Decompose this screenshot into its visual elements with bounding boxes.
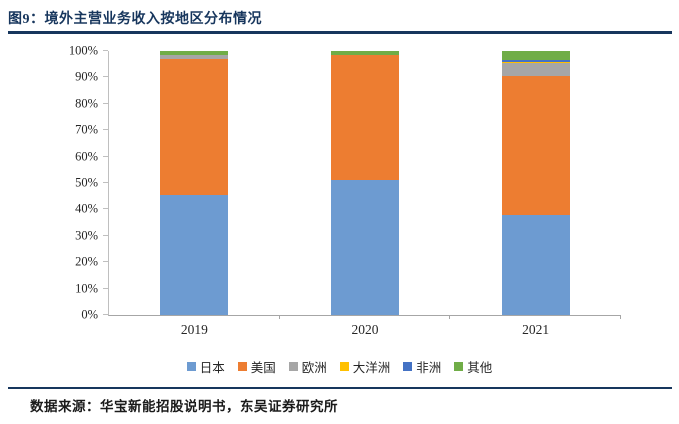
bar-segment-欧洲-2019 xyxy=(160,54,229,59)
x-axis-tick-mark xyxy=(449,315,451,319)
legend-label: 欧洲 xyxy=(301,361,327,375)
x-axis-tick-mark xyxy=(620,315,621,319)
bar-segment-其他-2019 xyxy=(160,51,229,55)
legend-item-非洲: 非洲 xyxy=(403,357,441,376)
y-axis-tick-mark xyxy=(102,261,108,263)
title-divider-line xyxy=(8,31,672,34)
chart-legend: 日本 美国 欧洲 大洋洲 非洲 其他 xyxy=(0,357,679,376)
legend-swatch-icon xyxy=(403,362,413,371)
bar-segment-大洋洲-2021 xyxy=(501,61,570,63)
y-axis-tick-mark xyxy=(102,102,108,104)
y-axis-tick-label: 40% xyxy=(75,201,98,216)
y-axis-tick-label: 80% xyxy=(75,96,98,111)
legend-label: 非洲 xyxy=(416,361,442,375)
bar-segment-美国-2020 xyxy=(331,54,399,181)
y-axis-tick-label: 100% xyxy=(68,43,98,58)
legend-item-欧洲: 欧洲 xyxy=(288,357,327,376)
legend-label: 日本 xyxy=(199,361,225,375)
y-axis-tick-mark xyxy=(102,287,108,289)
y-axis-tick-mark xyxy=(102,234,108,236)
y-axis-tick-mark xyxy=(102,208,108,210)
bar-segment-美国-2019 xyxy=(160,58,229,195)
y-axis-tick-mark xyxy=(102,129,108,131)
x-axis-category-label: 2019 xyxy=(180,322,208,337)
bar-segment-其他-2021 xyxy=(501,51,570,61)
bar-segment-日本-2019 xyxy=(160,194,229,315)
y-axis-tick-label: 90% xyxy=(75,69,98,84)
y-axis-tick-label: 60% xyxy=(75,149,98,164)
y-axis-tick-mark xyxy=(102,182,108,183)
y-axis-tick-mark xyxy=(102,76,108,78)
y-axis-tick-label: 70% xyxy=(75,122,98,137)
plot-area: 0% 10% 20% 30% 40% 50% 60% 70% 80% 90% 100% 2019 202… xyxy=(69,44,621,337)
figure-source: 数据来源：华宝新能招股说明书，东吴证券研究所 xyxy=(30,399,338,414)
bar-segment-美国-2021 xyxy=(501,76,570,215)
y-axis-tick-label: 20% xyxy=(75,254,98,269)
legend-label: 其他 xyxy=(467,361,493,375)
legend-swatch-icon xyxy=(288,362,298,371)
bar-segment-日本-2021 xyxy=(501,214,570,315)
y-axis-tick-label: 0% xyxy=(81,307,98,322)
y-axis-tick-mark xyxy=(102,314,108,315)
x-axis-category-label: 2021 xyxy=(522,322,550,337)
x-axis-category-label: 2020 xyxy=(351,322,379,337)
bar-segment-欧洲-2021 xyxy=(501,62,570,77)
legend-swatch-icon xyxy=(186,362,196,371)
y-axis-tick-mark xyxy=(102,155,108,157)
bar-segment-日本-2020 xyxy=(331,180,399,315)
bar-segment-非洲-2021 xyxy=(501,60,570,62)
legend-swatch-icon xyxy=(454,362,464,371)
y-axis-tick-label: 30% xyxy=(75,228,98,243)
legend-item-美国: 美国 xyxy=(237,357,276,376)
legend-label: 大洋洲 xyxy=(352,361,391,375)
bottom-divider-line xyxy=(8,387,672,389)
legend-label: 美国 xyxy=(250,361,276,375)
y-axis-tick-label: 50% xyxy=(75,175,98,190)
y-axis-tick-mark xyxy=(102,50,108,51)
bar-segment-其他-2020 xyxy=(331,51,399,55)
legend-item-日本: 日本 xyxy=(186,357,225,376)
x-axis-tick-mark xyxy=(278,315,280,319)
legend-item-其他: 其他 xyxy=(454,357,492,376)
legend-item-大洋洲: 大洋洲 xyxy=(339,357,391,376)
y-axis-tick-label: 10% xyxy=(75,281,98,296)
legend-swatch-icon xyxy=(339,362,349,371)
legend-swatch-icon xyxy=(237,362,247,371)
figure-title: 图9：境外主营业务收入按地区分布情况 xyxy=(8,12,262,27)
